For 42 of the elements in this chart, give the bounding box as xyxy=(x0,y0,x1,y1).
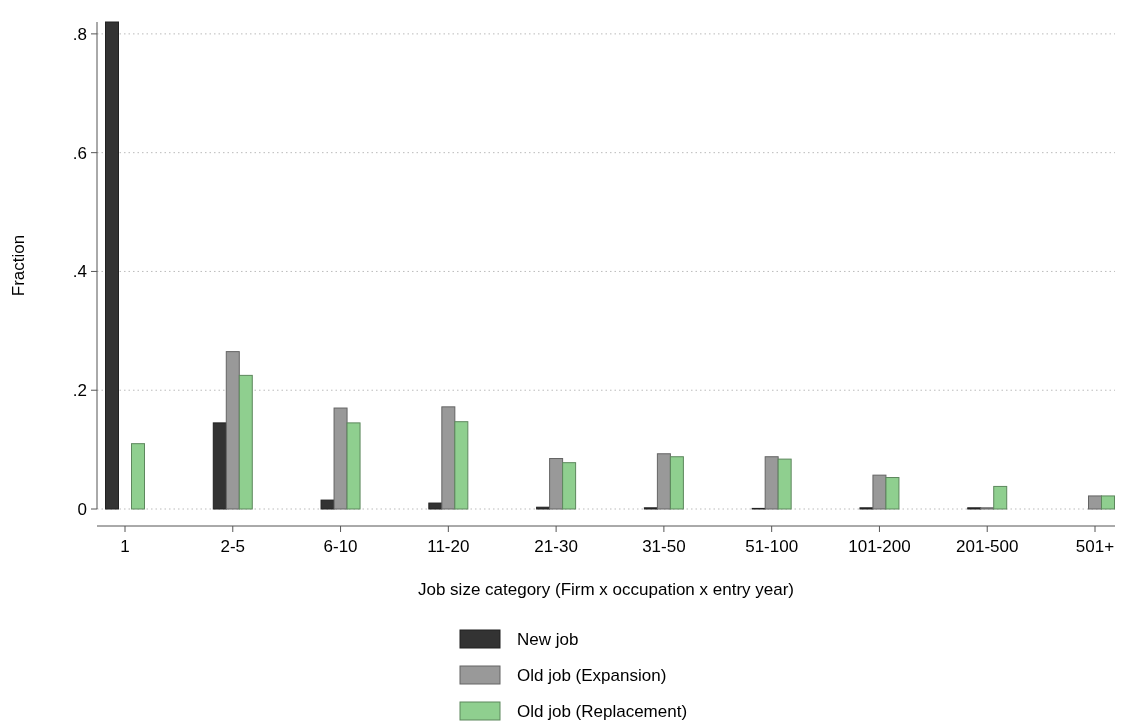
bar xyxy=(872,474,887,510)
bar xyxy=(993,485,1008,510)
bar xyxy=(212,422,227,510)
bar xyxy=(669,456,684,510)
bar xyxy=(885,477,900,510)
y-tick-label: .2 xyxy=(72,381,87,401)
bar xyxy=(454,421,469,510)
bar xyxy=(656,453,671,510)
legend-label: New job xyxy=(517,629,579,649)
y-tick-label: .6 xyxy=(72,143,87,163)
bar xyxy=(428,502,443,510)
x-tick-label: 6-10 xyxy=(323,537,358,556)
bar xyxy=(777,458,792,510)
bar xyxy=(562,462,577,510)
legend-label: Old job (Replacement) xyxy=(517,701,688,721)
bar xyxy=(225,351,240,510)
x-tick-label: 201-500 xyxy=(956,537,1019,556)
bar xyxy=(549,458,564,510)
x-axis-title: Job size category (Firm x occupation x entry year) xyxy=(417,580,795,599)
bar xyxy=(320,499,335,510)
x-tick-label: 11-20 xyxy=(427,537,470,556)
x-tick-label: 31-50 xyxy=(642,537,686,556)
x-tick-label: 101-200 xyxy=(848,537,911,556)
bar xyxy=(1088,495,1102,510)
bar xyxy=(764,456,779,510)
bar xyxy=(441,406,456,510)
x-tick-label: 1 xyxy=(120,537,130,556)
bar xyxy=(131,443,145,510)
bar xyxy=(238,374,253,510)
x-tick-label: 21-30 xyxy=(534,537,578,556)
y-tick-label: .8 xyxy=(72,24,87,44)
x-tick-label: 501+ xyxy=(1075,537,1115,556)
legend-label: Old job (Expansion) xyxy=(517,665,667,685)
x-tick-label: 51-100 xyxy=(745,537,799,556)
bar xyxy=(333,407,348,510)
y-tick-label: 0 xyxy=(77,499,87,519)
y-axis-title: Fraction xyxy=(9,234,28,297)
bar xyxy=(105,21,119,510)
y-tick-label: .4 xyxy=(72,262,87,282)
bar xyxy=(346,422,361,510)
bar xyxy=(1101,495,1115,510)
x-tick-label: 2-5 xyxy=(220,537,246,556)
